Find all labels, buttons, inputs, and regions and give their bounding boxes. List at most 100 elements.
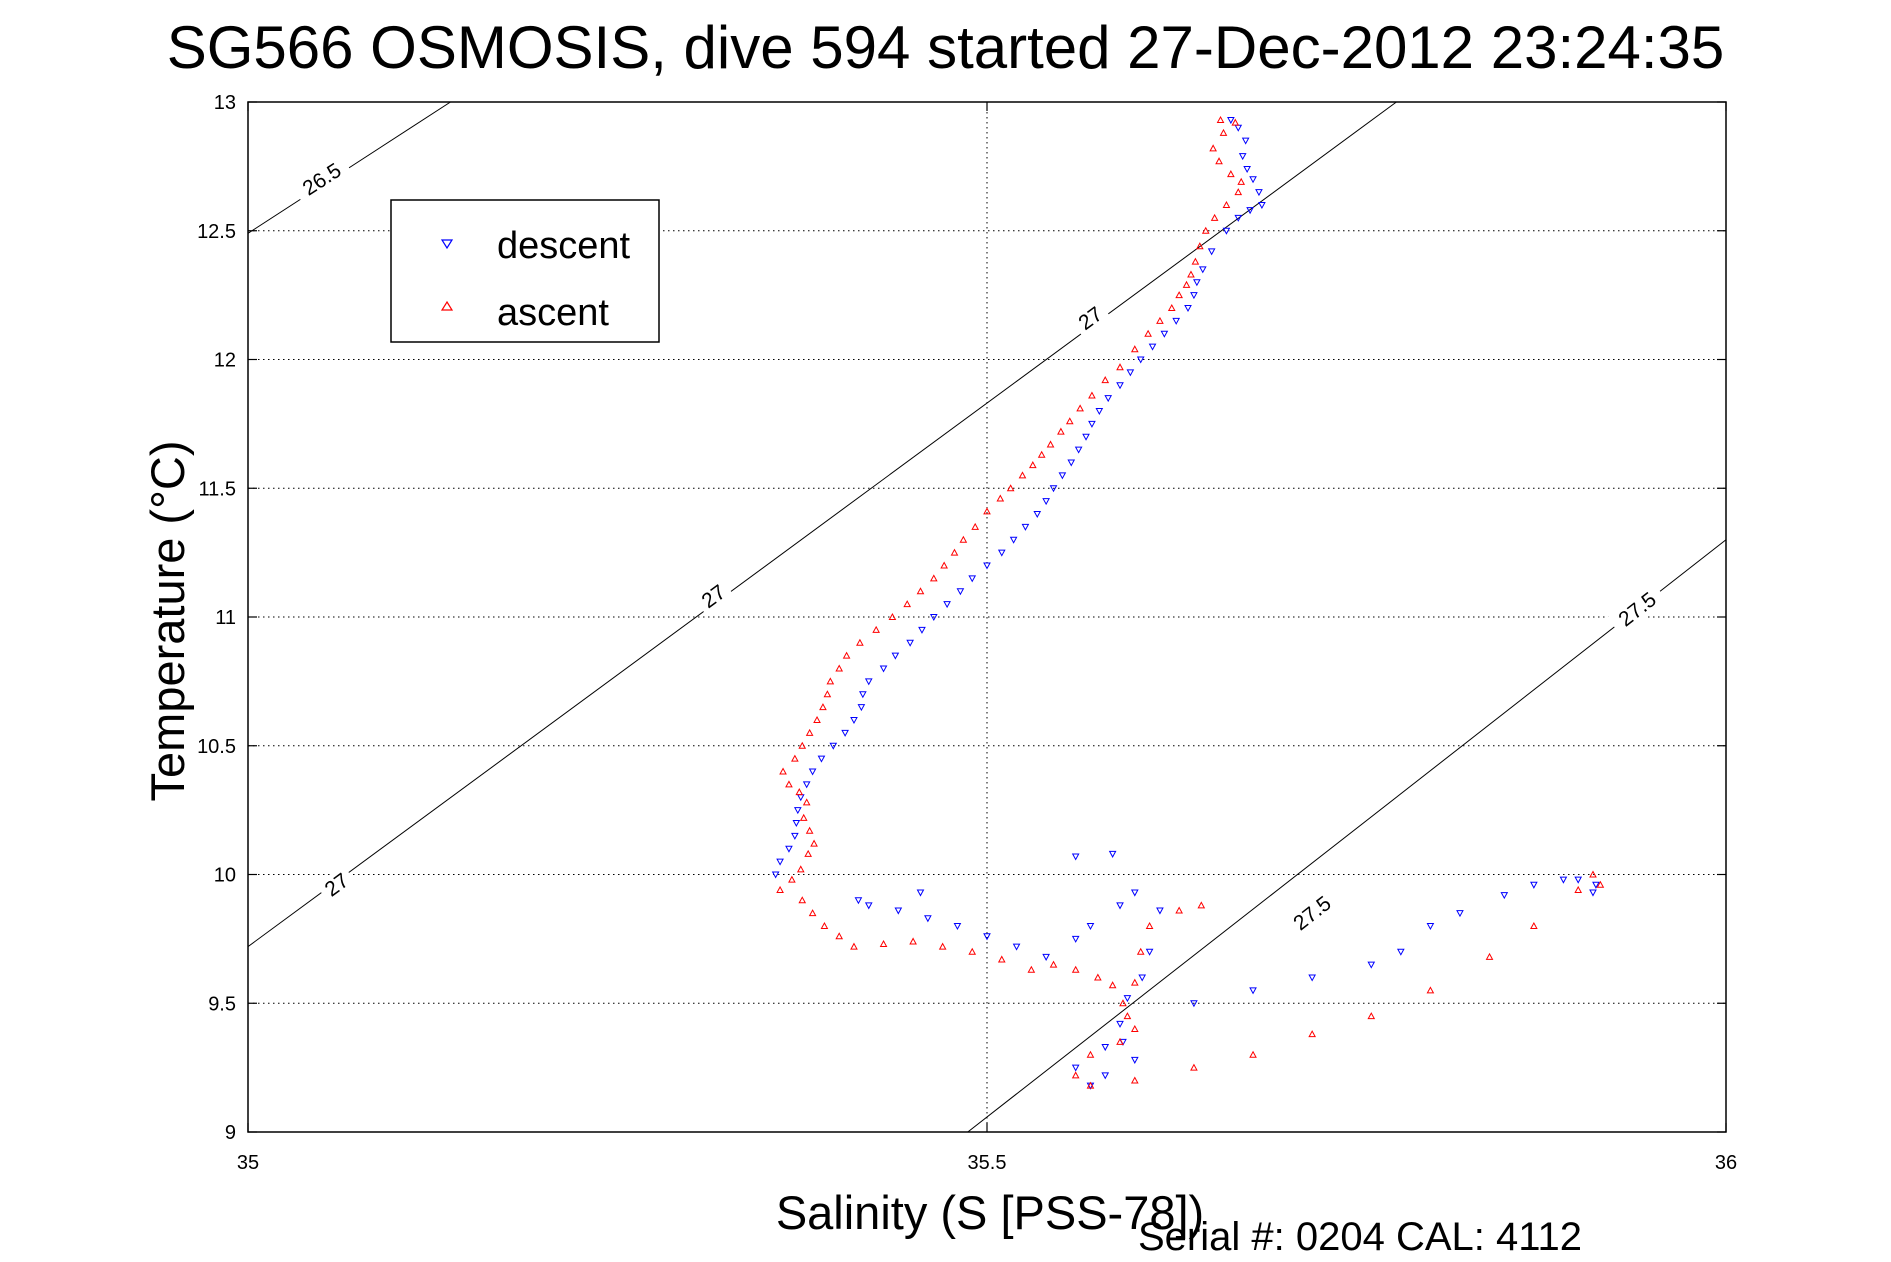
ascent-point bbox=[940, 561, 948, 569]
ascent-point bbox=[1195, 242, 1204, 250]
descent-point bbox=[785, 845, 793, 853]
ascent-point bbox=[1086, 1050, 1095, 1058]
ascent-point bbox=[798, 741, 807, 749]
ascent-point bbox=[1071, 1071, 1080, 1079]
density-contour-line bbox=[247, 101, 451, 234]
descent-point bbox=[1249, 176, 1257, 184]
contour-label-bg bbox=[315, 865, 358, 905]
ascent-point bbox=[835, 932, 844, 940]
ascent-point bbox=[1190, 1063, 1198, 1071]
descent-point bbox=[1071, 935, 1080, 943]
descent-point bbox=[1308, 974, 1317, 982]
legend-item-ascent: ascent bbox=[440, 292, 609, 334]
ascent-point bbox=[1037, 450, 1046, 458]
ascent-point bbox=[1201, 226, 1210, 234]
ascent-point bbox=[805, 728, 814, 736]
x-tick-label: 36 bbox=[1715, 1152, 1737, 1174]
ascent-point bbox=[1175, 906, 1183, 914]
descent-point bbox=[1074, 446, 1083, 454]
ascent-point bbox=[1426, 986, 1435, 994]
ascent-point bbox=[968, 947, 977, 955]
descent-point bbox=[983, 933, 991, 941]
ascent-point bbox=[796, 865, 805, 873]
data-points bbox=[771, 115, 1605, 1090]
ascent-point bbox=[1175, 291, 1183, 299]
descent-point bbox=[1086, 923, 1095, 931]
ascent-point bbox=[1187, 270, 1195, 278]
ascent-point bbox=[798, 896, 807, 904]
descent-point bbox=[1101, 1072, 1110, 1080]
descent-point bbox=[1088, 420, 1096, 428]
descent-point bbox=[1116, 1020, 1124, 1028]
descent-point bbox=[796, 794, 805, 802]
descent-point bbox=[808, 768, 817, 776]
ascent-point bbox=[879, 939, 888, 948]
descent-point bbox=[1012, 943, 1021, 951]
descent-point bbox=[1246, 207, 1254, 215]
ascent-point bbox=[1130, 978, 1139, 986]
ascent-point bbox=[810, 839, 818, 847]
ascent-point bbox=[916, 587, 925, 595]
descent-point bbox=[1104, 395, 1113, 403]
ascent-point bbox=[1182, 280, 1191, 288]
y-tick-label: 12 bbox=[214, 350, 236, 372]
descent-point bbox=[997, 549, 1006, 557]
contour-label-bg bbox=[291, 153, 353, 206]
ascent-point bbox=[1086, 1081, 1095, 1089]
ascent-point bbox=[1049, 960, 1058, 968]
descent-point bbox=[1184, 305, 1192, 313]
descent-point bbox=[1071, 853, 1080, 861]
descent-point bbox=[1592, 881, 1600, 889]
y-tick-label: 11 bbox=[215, 607, 236, 629]
descent-point bbox=[906, 639, 914, 647]
descent-point bbox=[1160, 330, 1169, 338]
ascent-point bbox=[1167, 303, 1176, 311]
ascent-point bbox=[903, 600, 912, 608]
ascent-point bbox=[909, 937, 917, 945]
ascent-point bbox=[1596, 880, 1605, 888]
descent-point bbox=[1172, 317, 1181, 325]
descent-point bbox=[1255, 189, 1263, 197]
descent-point bbox=[1156, 907, 1164, 915]
contour-label-bg bbox=[1607, 581, 1668, 637]
descent-point bbox=[792, 820, 801, 828]
descent-point bbox=[879, 665, 888, 673]
descent-point bbox=[1249, 987, 1257, 995]
ascent-point bbox=[1215, 157, 1223, 165]
legend-item-descent: descent bbox=[440, 225, 631, 267]
ascent-point bbox=[1130, 345, 1139, 353]
ascent-point bbox=[1367, 1012, 1376, 1020]
ascent-point bbox=[1530, 921, 1538, 929]
descent-point bbox=[1190, 292, 1198, 300]
descent-point bbox=[1126, 369, 1135, 377]
ascent-point bbox=[1227, 170, 1235, 178]
ascent-point bbox=[938, 942, 947, 950]
descent-point bbox=[1241, 137, 1250, 145]
descent-point bbox=[1190, 1000, 1198, 1008]
ascent-point bbox=[808, 909, 817, 917]
serial-cal-footer: Serial #: 0204 CAL: 4112 bbox=[1138, 1215, 1583, 1259]
contour-label-bg bbox=[1069, 298, 1112, 339]
ascent-point bbox=[835, 664, 844, 672]
ascent-point bbox=[1116, 363, 1124, 371]
ascent-point bbox=[929, 574, 938, 582]
ascent-point bbox=[1123, 1012, 1132, 1020]
descent-point bbox=[850, 717, 858, 725]
descent-point bbox=[1559, 876, 1568, 884]
ascent-point bbox=[959, 535, 968, 543]
ascent-point bbox=[1485, 952, 1494, 960]
descent-point bbox=[894, 907, 903, 915]
descent-point bbox=[1130, 889, 1139, 897]
descent-point bbox=[1058, 472, 1067, 480]
contour-label-bg bbox=[1281, 885, 1343, 941]
descent-point bbox=[1207, 248, 1216, 256]
ascent-point bbox=[1145, 921, 1154, 929]
descent-point bbox=[1082, 433, 1090, 441]
ascent-point bbox=[1018, 471, 1027, 479]
legend-label-descent: descent bbox=[497, 225, 631, 267]
x-axis-label: Salinity (S [PSS-78]) bbox=[775, 1186, 1205, 1239]
legend-box bbox=[390, 199, 660, 343]
descent-point bbox=[1071, 1064, 1080, 1072]
descent-point bbox=[1136, 356, 1145, 364]
